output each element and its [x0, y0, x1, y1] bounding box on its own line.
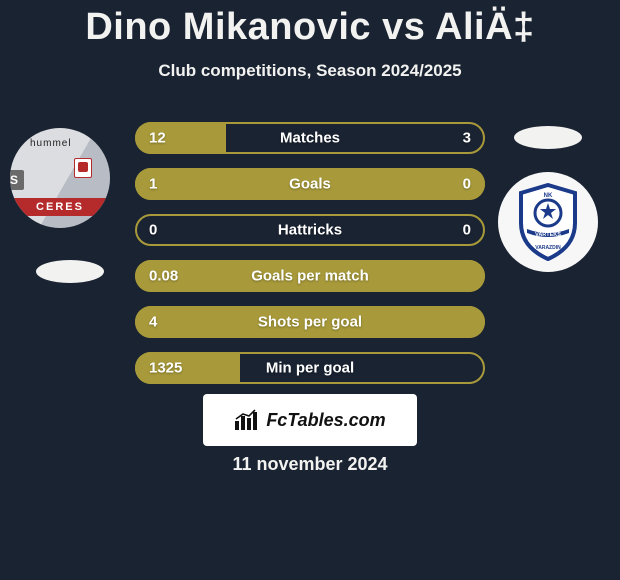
stat-row: 12 Matches 3: [135, 122, 485, 154]
jersey-brand: hummel: [30, 138, 72, 149]
stats-list: 12 Matches 3 1 Goals 0 0 Hattricks 0 0.08 Goals pe…: [135, 122, 485, 384]
snapshot-date: 11 november 2024: [232, 454, 387, 475]
player-left-flag: [36, 260, 104, 283]
bar-chart-icon: [234, 409, 260, 431]
page-title: Dino Mikanovic vs AliÄ‡: [85, 6, 534, 49]
stat-left-value: 0: [149, 222, 157, 239]
stat-right-value: 0: [463, 222, 471, 239]
page-subtitle: Club competitions, Season 2024/2025: [158, 61, 461, 81]
svg-text:VARTEKS: VARTEKS: [535, 232, 561, 238]
jersey-crest-icon: [74, 158, 92, 178]
stat-row: 0.08 Goals per match: [135, 260, 485, 292]
site-brand-plate[interactable]: FcTables.com: [203, 394, 417, 446]
jersey-text: CERES: [10, 198, 110, 216]
stat-label: Min per goal: [266, 360, 354, 377]
stat-left-value: 4: [149, 314, 157, 331]
comparison-card: Dino Mikanovic vs AliÄ‡ Club competition…: [0, 0, 620, 580]
club-badge-icon: NK VARTEKS VARAZDIN: [513, 183, 583, 261]
stat-left-value: 1325: [149, 360, 182, 377]
stat-left-value: 12: [149, 130, 166, 147]
stat-label: Goals: [289, 176, 331, 193]
stat-label: Hattricks: [278, 222, 342, 239]
stat-label: Matches: [280, 130, 340, 147]
svg-text:VARAZDIN: VARAZDIN: [535, 245, 561, 251]
stat-row: 1 Goals 0: [135, 168, 485, 200]
stat-row: 4 Shots per goal: [135, 306, 485, 338]
player-right-flag: [514, 126, 582, 149]
site-brand-text: FcTables.com: [266, 410, 385, 431]
svg-text:NK: NK: [544, 193, 553, 199]
stat-right-value: 0: [463, 176, 471, 193]
stat-left-value: 0.08: [149, 268, 178, 285]
player-right-avatar: NK VARTEKS VARAZDIN: [498, 172, 598, 272]
stat-row: 1325 Min per goal: [135, 352, 485, 384]
photo-tag: S: [10, 170, 24, 190]
stat-left-value: 1: [149, 176, 157, 193]
stat-label: Goals per match: [251, 268, 369, 285]
player-left-avatar: hummel CERES S: [10, 128, 110, 228]
stat-label: Shots per goal: [258, 314, 362, 331]
stat-row: 0 Hattricks 0: [135, 214, 485, 246]
stat-right-value: 3: [463, 130, 471, 147]
